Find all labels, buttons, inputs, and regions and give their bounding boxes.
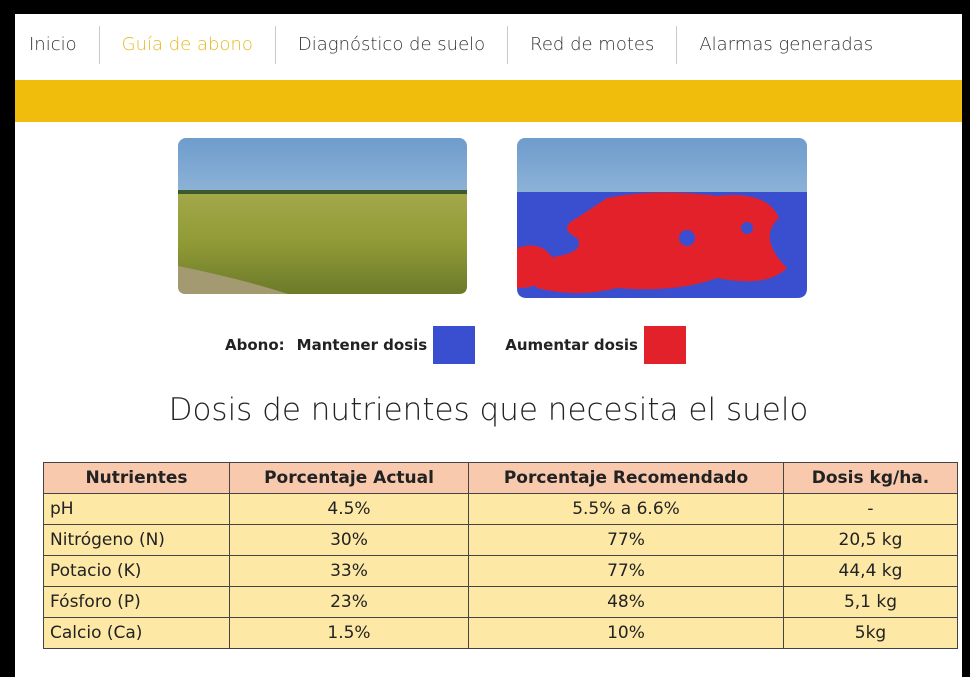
dose-map	[517, 138, 807, 298]
column-header: Porcentaje Recomendado	[469, 463, 784, 494]
table-cell: 10%	[469, 618, 784, 649]
table-cell: 5,1 kg	[784, 587, 958, 618]
table-cell: Nitrógeno (N)	[44, 525, 230, 556]
table-row: Fósforo (P)23%48%5,1 kg	[44, 587, 958, 618]
table-row: Potacio (K)33%77%44,4 kg	[44, 556, 958, 587]
table-cell: 5.5% a 6.6%	[469, 494, 784, 525]
table-cell: 23%	[230, 587, 469, 618]
legend-swatch	[644, 326, 686, 364]
table-cell: pH	[44, 494, 230, 525]
section-title: Dosis de nutrientes que necesita el suel…	[15, 392, 962, 428]
table-cell: Fósforo (P)	[44, 587, 230, 618]
table-cell: Calcio (Ca)	[44, 618, 230, 649]
nav-tab[interactable]: Diagnóstico de suelo	[275, 26, 507, 64]
nav-tab[interactable]: Alarmas generadas	[676, 26, 895, 64]
page: InicioGuía de abonoDiagnóstico de sueloR…	[0, 0, 970, 677]
legend-text: Mantener dosis	[297, 336, 428, 354]
field-photo	[178, 138, 467, 294]
table-cell: -	[784, 494, 958, 525]
legend-text: Aumentar dosis	[505, 336, 638, 354]
table-cell: 20,5 kg	[784, 525, 958, 556]
table-cell: 77%	[469, 556, 784, 587]
table-cell: 30%	[230, 525, 469, 556]
column-header: Dosis kg/ha.	[784, 463, 958, 494]
table-cell: 77%	[469, 525, 784, 556]
column-header: Porcentaje Actual	[230, 463, 469, 494]
legend-label: Abono:	[225, 336, 285, 354]
table-cell: 33%	[230, 556, 469, 587]
nav-tab[interactable]: Guía de abono	[99, 26, 275, 64]
column-header: Nutrientes	[44, 463, 230, 494]
table-row: Calcio (Ca)1.5%10%5kg	[44, 618, 958, 649]
table-cell: Potacio (K)	[44, 556, 230, 587]
table-cell: 1.5%	[230, 618, 469, 649]
legend-swatch	[433, 326, 475, 364]
table-cell: 4.5%	[230, 494, 469, 525]
accent-bar	[15, 80, 962, 122]
table-cell: 5kg	[784, 618, 958, 649]
table-cell: 44,4 kg	[784, 556, 958, 587]
nav-tab[interactable]: Inicio	[15, 26, 99, 64]
legend: Abono: Mantener dosis Aumentar dosis	[225, 326, 716, 364]
table-row: Nitrógeno (N)30%77%20,5 kg	[44, 525, 958, 556]
table-cell: 48%	[469, 587, 784, 618]
nav-tab[interactable]: Red de motes	[507, 26, 676, 64]
